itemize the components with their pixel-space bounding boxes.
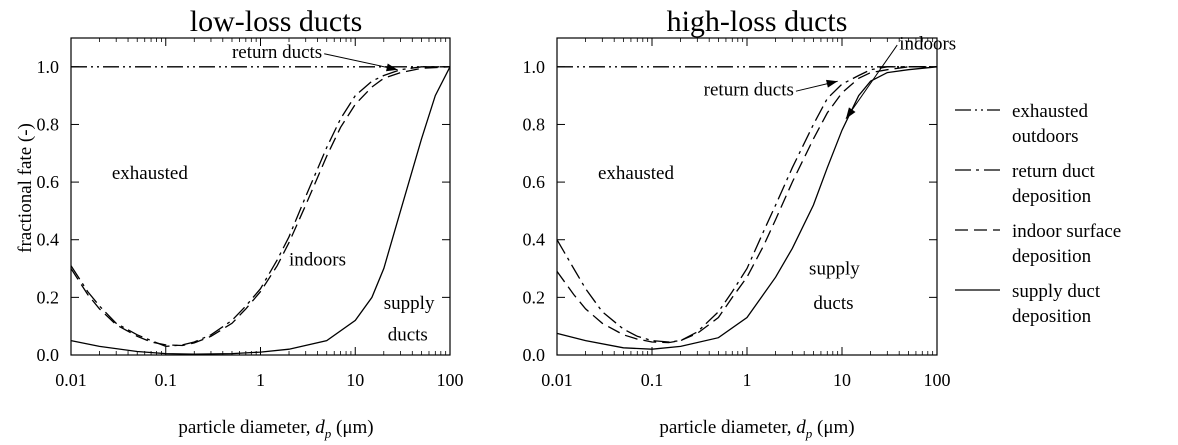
annotation-arrowhead <box>386 63 398 72</box>
y-tick-label: 0.2 <box>37 287 60 307</box>
legend-label: deposition <box>1012 246 1092 267</box>
x-axis-label-main: particle diameter, <box>659 417 796 438</box>
series-solid <box>70 66 451 355</box>
x-tick-label: 0.1 <box>155 370 178 390</box>
y-tick-label: 1.0 <box>37 57 60 77</box>
y-tick-label: 0.2 <box>523 287 546 307</box>
legend-label: supply duct <box>1012 281 1101 302</box>
legend-label: outdoors <box>1012 126 1079 147</box>
x-tick-label: 100 <box>437 370 464 390</box>
series-dash-dot <box>70 66 450 348</box>
annotation: return ducts <box>232 42 322 63</box>
annotation: exhausted <box>112 163 188 184</box>
x-tick-label: 0.01 <box>55 370 87 390</box>
x-axis-label-symbol: d <box>796 417 806 438</box>
y-tick-label: 0.8 <box>37 114 60 134</box>
series-solid <box>556 66 938 350</box>
x-axis-label-subscript: p <box>805 426 813 441</box>
annotation: ducts <box>388 325 428 346</box>
series-dashed <box>70 66 451 347</box>
annotation: indoors <box>899 34 956 55</box>
chart-title: high-loss ducts <box>667 5 848 38</box>
chart-title: low-loss ducts <box>190 5 363 38</box>
x-tick-label: 0.1 <box>641 370 664 390</box>
y-tick-label: 0.4 <box>37 230 60 250</box>
y-tick-label: 0.0 <box>37 345 60 365</box>
y-tick-label: 0.0 <box>523 345 546 365</box>
legend: exhausted outdoors return duct deposition in… <box>955 101 1121 327</box>
annotation: supply <box>384 293 435 314</box>
x-axis-label-symbol: d <box>315 417 325 438</box>
annotation: indoors <box>289 250 346 271</box>
annotation-arrow-line <box>845 44 898 119</box>
x-tick-label: 1 <box>256 370 265 390</box>
legend-label: exhausted <box>1012 101 1088 122</box>
x-tick-label: 10 <box>346 370 364 390</box>
x-tick-label: 10 <box>833 370 851 390</box>
annotation-arrowhead <box>826 79 838 88</box>
y-tick-label: 0.6 <box>37 172 60 192</box>
series-dashed <box>556 66 937 344</box>
x-axis-label: particle diameter, dp (μm) <box>659 417 854 441</box>
y-tick-label: 1.0 <box>523 57 546 77</box>
series-dash-dot <box>556 66 937 343</box>
x-axis-label-unit: (μm) <box>812 417 854 438</box>
legend-label: deposition <box>1012 306 1092 327</box>
annotation: ducts <box>813 293 853 314</box>
annotation-arrow-line <box>324 53 398 71</box>
x-tick-label: 100 <box>924 370 951 390</box>
y-tick-label: 0.6 <box>523 172 546 192</box>
legend-label: deposition <box>1012 186 1092 207</box>
x-axis-label: particle diameter, dp (μm) <box>178 417 373 441</box>
x-tick-label: 1 <box>743 370 752 390</box>
panel-high-loss: high-loss ducts particle diameter, dp (μ… <box>523 5 957 441</box>
annotation: return ducts <box>704 80 794 101</box>
y-axis-label: fractional fate (-) <box>15 123 36 253</box>
legend-label: return duct <box>1012 161 1096 182</box>
annotation: exhausted <box>598 163 674 184</box>
annotation-arrowhead <box>845 107 856 119</box>
legend-label: indoor surface <box>1012 221 1121 242</box>
x-tick-label: 0.01 <box>541 370 573 390</box>
x-axis-label-subscript: p <box>324 426 332 441</box>
y-tick-label: 0.8 <box>523 114 546 134</box>
x-axis-label-unit: (μm) <box>331 417 373 438</box>
x-axis-label-main: particle diameter, <box>178 417 315 438</box>
panel-low-loss: low-loss ducts fractional fate (-) parti… <box>15 5 464 441</box>
annotation: supply <box>809 258 860 279</box>
y-tick-label: 0.4 <box>523 230 546 250</box>
